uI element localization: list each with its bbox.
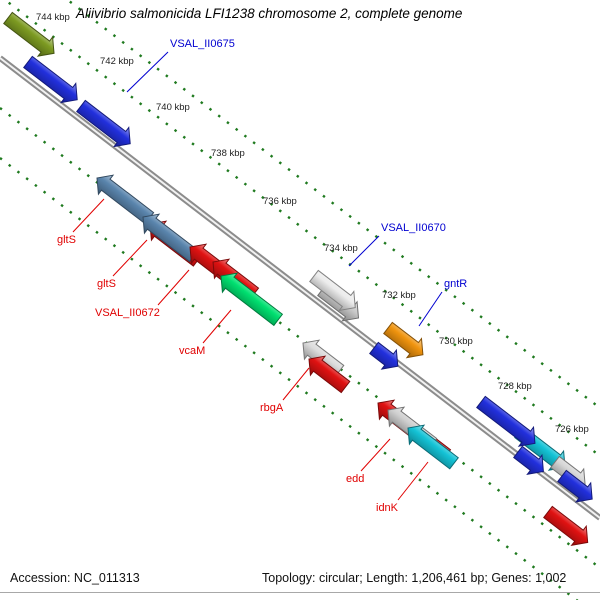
ruler-tick-label: 726 kbp (555, 424, 589, 435)
gene-arrow-rbgA[interactable] (302, 349, 353, 396)
gene-label-edd[interactable]: edd (346, 473, 365, 485)
gene-arrow-gltS-1[interactable] (90, 168, 157, 227)
gene-label-idnK[interactable]: idnK (376, 502, 399, 514)
gene-label-VSAL_II0675[interactable]: VSAL_II0675 (170, 38, 235, 50)
ruler-tick-label: 734 kbp (324, 243, 358, 254)
ruler-tick-label: 736 kbp (263, 196, 297, 207)
gene-arrow-VSAL_II0675[interactable] (74, 96, 138, 153)
gene-arrow[interactable] (21, 52, 85, 109)
ruler-tick-label: 738 kbp (211, 148, 245, 159)
ruler-tick-label: 730 kbp (439, 336, 473, 347)
ruler-tick-label: 742 kbp (100, 56, 134, 67)
gene-label-VSAL_II0670[interactable]: VSAL_II0670 (381, 222, 446, 234)
gene-arrow[interactable] (555, 466, 600, 508)
gene-label-gltS[interactable]: gltS (97, 278, 116, 290)
gene-arrow-VSAL_II0670[interactable] (307, 266, 363, 317)
gene-arrow[interactable] (541, 502, 595, 551)
gene-arrow[interactable] (367, 338, 405, 375)
ruler-tick-label: 732 kbp (382, 290, 416, 301)
gene-arrow-vcaM[interactable] (214, 266, 286, 329)
gene-label-gntR[interactable]: gntR (444, 278, 468, 290)
gene-arrow-gntR[interactable] (381, 318, 431, 364)
gene-label-vcaM[interactable]: vcaM (179, 345, 206, 357)
gene-arrow-idnK[interactable] (401, 418, 462, 472)
ruler-tick-label: 728 kbp (498, 381, 532, 392)
ruler-tick-label: 740 kbp (156, 102, 190, 113)
status-accession: Accession: NC_011313 (10, 571, 140, 585)
gene-label-VSAL_II0672[interactable]: VSAL_II0672 (95, 307, 160, 319)
window-bottom-divider (0, 592, 600, 593)
gene-arrow[interactable] (1, 8, 62, 62)
gene-label-rbgA[interactable]: rbgA (260, 402, 284, 414)
gene-arrow-gltS-2[interactable] (136, 207, 201, 265)
ruler-tick-label: 744 kbp (36, 12, 70, 23)
gene-label-gltS[interactable]: gltS (57, 234, 76, 246)
page-title: Aliivibrio salmonicida LFI1238 chromosom… (76, 6, 463, 21)
status-topology: Topology: circular; Length: 1,206,461 bp… (262, 571, 567, 585)
gene-arrow[interactable] (511, 442, 551, 481)
gene-arrow[interactable] (474, 392, 543, 452)
